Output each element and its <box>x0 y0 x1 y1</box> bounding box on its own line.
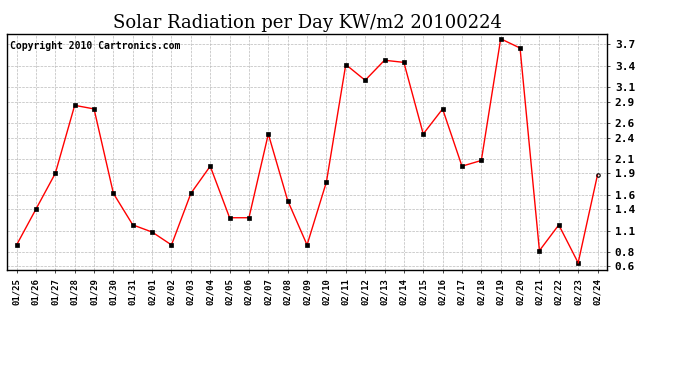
Title: Solar Radiation per Day KW/m2 20100224: Solar Radiation per Day KW/m2 20100224 <box>112 14 502 32</box>
Text: Copyright 2010 Cartronics.com: Copyright 2010 Cartronics.com <box>10 41 180 51</box>
